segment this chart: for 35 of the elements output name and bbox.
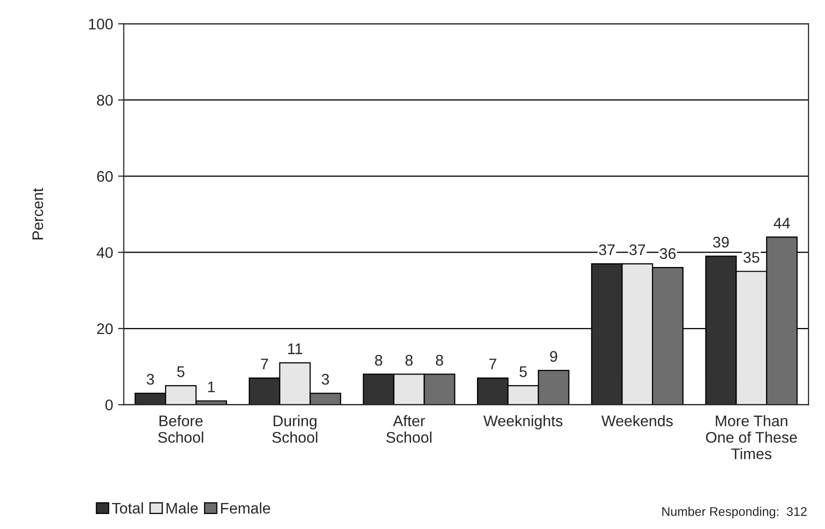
data-label: 36 [660, 248, 676, 259]
x-tick-label: During School [272, 415, 318, 443]
data-label: 3 [322, 374, 329, 385]
y-tick-label: 20 [97, 323, 113, 334]
data-label: 5 [177, 366, 184, 378]
data-label: 8 [375, 354, 382, 366]
data-label: 5 [520, 366, 527, 378]
x-tick-label: After School [386, 415, 432, 443]
text: Number Responding: 312 [662, 506, 807, 518]
legend-label: Female [221, 502, 270, 514]
data-label: 8 [405, 354, 413, 366]
x-tick-label: More Than One of These Times [706, 415, 797, 460]
data-label: 37 [598, 244, 615, 256]
data-label: 39 [713, 236, 729, 248]
data-label: 7 [261, 358, 268, 370]
data-label: 3 [146, 374, 154, 385]
data-label: 9 [550, 351, 558, 362]
data-label: 1 [208, 382, 215, 392]
y-tick-label: 80 [97, 94, 113, 106]
data-label: 37 [629, 244, 646, 256]
data-label: 35 [744, 252, 760, 263]
y-tick-label: 100 [89, 18, 113, 30]
y-tick-label: 0 [105, 400, 113, 410]
x-tick-label: Before School [158, 415, 204, 443]
y-tick-label: 40 [96, 247, 113, 258]
legend-label: Total [112, 502, 143, 514]
data-label: 44 [774, 218, 790, 228]
x-tick-label: Weekends [601, 415, 673, 426]
data-label: 11 [288, 344, 302, 354]
data-label: 7 [489, 358, 496, 370]
data-label: 8 [436, 354, 444, 366]
y-tick-label: 60 [97, 171, 113, 182]
y-axis-title: Percent [32, 188, 44, 240]
x-tick-label: Weeknights [483, 415, 562, 430]
legend-label: Male [166, 502, 198, 514]
